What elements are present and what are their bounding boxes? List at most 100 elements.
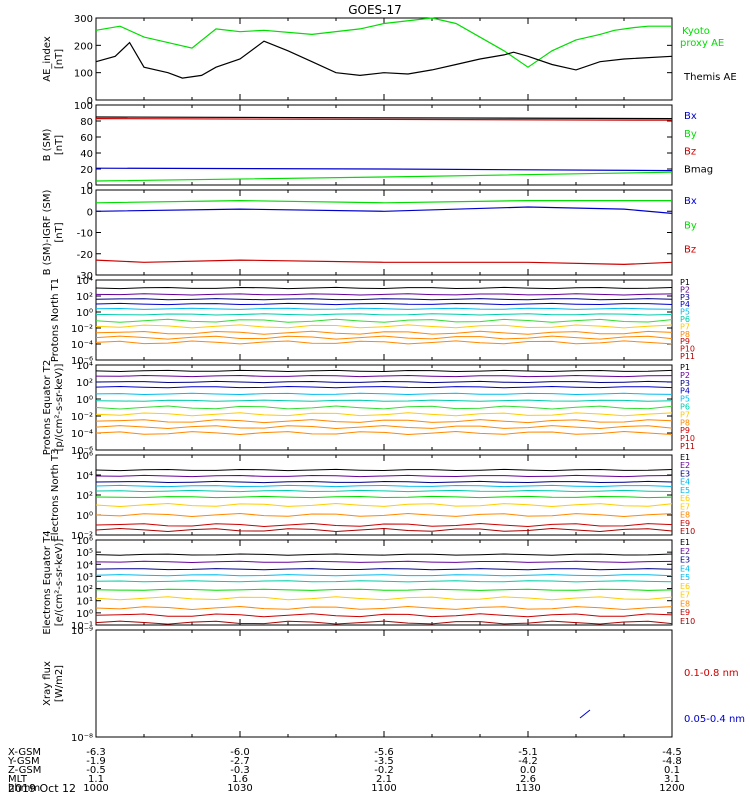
legend-label: 0.05-0.4 nm	[684, 714, 745, 725]
orbit-row-value: 1200	[659, 783, 684, 794]
orbit-row-value: -4.8	[662, 756, 682, 767]
panel-5: 10⁻⁶ 10⁻⁴ 10⁻² 10⁰ 10² 10⁴ Protons Equator T2[…	[42, 360, 695, 457]
panel-frame	[95, 17, 673, 101]
level-line	[95, 605, 673, 611]
legend-label: P1	[680, 278, 690, 287]
series-line-kyoto-proxy-ae	[95, 17, 672, 68]
legend-label: P10	[680, 434, 695, 443]
level-line	[95, 430, 673, 436]
legend-label: P3	[680, 379, 690, 388]
orbit-row-value: 1000	[83, 783, 108, 794]
y-tick-label: 10⁴	[76, 361, 93, 372]
y-tick-label: 10⁰	[76, 395, 93, 406]
y-tick-label: 10²	[76, 378, 93, 389]
orbit-row-label: X-GSM	[8, 747, 41, 758]
legend-label: Bx	[684, 111, 697, 122]
level-line	[95, 380, 673, 384]
level-line	[95, 613, 673, 618]
xray-short-trace	[579, 709, 591, 719]
legend-label: E4	[680, 478, 690, 487]
y-tick-label: 10⁻¹	[71, 621, 93, 632]
y-tick-label: 10⁻⁴	[71, 340, 93, 351]
level-line	[95, 369, 673, 373]
series-line-bx	[95, 167, 673, 172]
level-line	[95, 574, 673, 577]
legend-label: E7	[680, 502, 690, 511]
panel-frame	[95, 454, 673, 536]
panel-6: 10⁻² 10⁰ 10² 10⁴ 10⁶ Electrons North T3 E1E2E3…	[50, 448, 695, 542]
level-line	[95, 553, 673, 556]
panel-8: 10⁻⁸ 10⁻⁹ Xray flux [W/m2] 0.1-0.8 nm 0.05-0.…	[42, 626, 745, 744]
legend-label: E2	[680, 461, 690, 470]
y-axis-label: Protons Equator T2	[42, 360, 53, 456]
legend-label: E6	[680, 582, 690, 591]
legend-label: E6	[680, 494, 690, 503]
level-line	[95, 502, 673, 508]
level-line	[95, 425, 673, 430]
y-tick-label: 0	[87, 207, 93, 218]
orbit-row-value: 3.1	[664, 774, 680, 785]
orbit-row-value: -0.2	[374, 765, 394, 776]
level-line	[95, 405, 673, 410]
level-line	[95, 512, 673, 518]
legend-label: Bz	[684, 147, 696, 158]
legend-label: E5	[680, 573, 690, 582]
legend-label: P6	[680, 315, 690, 324]
orbit-row-value: 2.1	[376, 774, 392, 785]
y-tick-label: 100	[74, 69, 93, 80]
y-tick-label: 10⁻²	[71, 531, 93, 542]
legend-label: P10	[680, 345, 695, 354]
orbit-row-value: -4.5	[662, 747, 682, 758]
y-tick-label: 10⁶	[76, 536, 93, 547]
orbit-row-value: -5.6	[374, 747, 394, 758]
orbit-row-value: 1.1	[88, 774, 104, 785]
level-line	[95, 313, 673, 316]
level-line	[95, 527, 673, 533]
level-line	[95, 302, 673, 306]
series-line-bz	[95, 118, 673, 121]
plot-title: GOES-17	[348, 3, 402, 17]
legend-label: P3	[680, 293, 690, 302]
panel-2: 0 20 40 60 80 100 B (SM) [nT] Bx By Bz Bmag	[42, 101, 713, 192]
orbit-ephemeris-table: X-GSM -6.3 -6.0 -5.6 -5.1 -4.5 Y-GSM -1.9 -2.7 -3…	[7, 747, 685, 794]
level-line	[95, 318, 673, 323]
level-line	[95, 374, 673, 378]
y-tick-label: -30	[77, 271, 93, 282]
orbit-row-value: 1100	[371, 783, 396, 794]
legend-label: P6	[680, 403, 690, 412]
y-axis-label: Protons North T1	[50, 278, 61, 362]
level-line	[95, 307, 673, 310]
series-line-by	[95, 199, 672, 204]
y-tick-label: 60	[80, 133, 93, 144]
legend-label: Bz	[684, 245, 696, 256]
legend-label: P9	[680, 426, 690, 435]
level-line	[95, 495, 673, 499]
orbit-row-label: MLT	[8, 774, 28, 785]
legend-label: P2	[680, 285, 690, 294]
legend-label: P8	[680, 418, 690, 427]
orbit-row-label: Z-GSM	[8, 765, 41, 776]
series-line-bmag	[95, 116, 673, 120]
orbit-row-value: 0.0	[520, 765, 536, 776]
legend-label: Themis AE	[683, 72, 737, 83]
legend-label: E1	[680, 538, 690, 547]
legend-label: E1	[680, 453, 690, 462]
y-tick-label: 10⁰	[76, 609, 93, 620]
legend-label: Kyoto	[682, 26, 710, 37]
legend-label: P11	[680, 442, 695, 451]
y-tick-label: 0	[87, 96, 93, 107]
legend-label: E4	[680, 564, 690, 573]
y-tick-label: 10⁰	[76, 511, 93, 522]
legend-label: Bmag	[684, 164, 713, 175]
level-line	[95, 484, 673, 488]
y-axis-unit: [nT]	[54, 49, 65, 69]
y-axis-label: AE_index	[42, 36, 53, 82]
y-tick-label: 20	[80, 165, 93, 176]
y-axis-unit: [nT]	[54, 135, 65, 155]
panel-frame	[95, 629, 673, 738]
level-line	[95, 419, 673, 424]
y-tick-label: 10²	[76, 585, 93, 596]
y-axis-unit: [nT]	[54, 222, 65, 242]
